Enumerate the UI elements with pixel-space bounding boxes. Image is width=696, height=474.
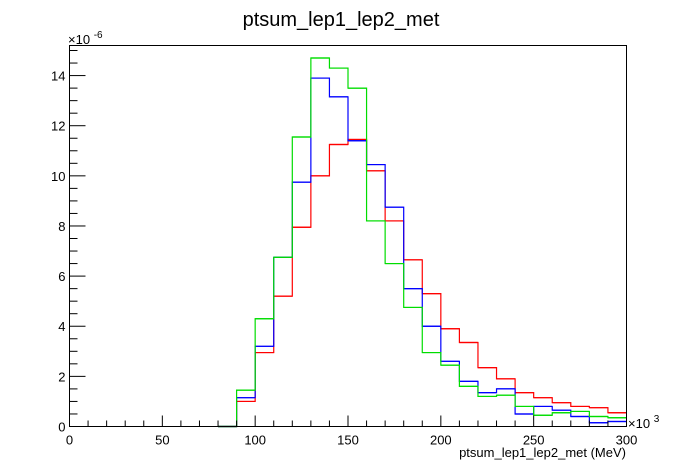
x-tick-label: 0 <box>66 433 73 448</box>
x-tick-label: 150 <box>337 433 359 448</box>
x-tick-label: 300 <box>616 433 638 448</box>
y-tick-label: 8 <box>58 219 65 234</box>
histogram-series-1 <box>218 138 627 428</box>
y-tick-label: 14 <box>51 69 65 84</box>
histogram-series-3 <box>218 57 627 428</box>
y-axis-multiplier: ×10 -6 <box>68 30 103 47</box>
x-axis-label: ptsum_lep1_lep2_met (MeV) <box>459 445 626 460</box>
x-multiplier-exponent: 3 <box>654 414 660 425</box>
x-tick-label: 200 <box>430 433 452 448</box>
y-tick-label: 0 <box>58 420 65 435</box>
histogram-line <box>218 77 627 428</box>
y-tick-label: 2 <box>58 369 65 384</box>
x-tick-label: 100 <box>244 433 266 448</box>
plot-frame <box>69 45 627 427</box>
y-tick-label: 12 <box>51 119 65 134</box>
y-tick-label: 6 <box>58 269 65 284</box>
svg-text:×10 -6: ×10 -6 <box>68 30 103 47</box>
y-tick-label: 10 <box>51 169 65 184</box>
y-tick-label: 4 <box>58 319 65 334</box>
histogram-line <box>218 57 627 428</box>
chart-title: ptsum_lep1_lep2_met <box>243 9 440 31</box>
y-multiplier-base: ×10 <box>68 32 90 47</box>
x-tick-label: 50 <box>155 433 169 448</box>
y-multiplier-exponent: -6 <box>94 30 103 41</box>
svg-text:×10 3: ×10 3 <box>628 414 660 431</box>
x-axis-multiplier: ×10 3 <box>628 414 660 431</box>
histogram-line <box>218 138 627 428</box>
x-multiplier-base: ×10 <box>628 416 650 431</box>
x-tick-label: 250 <box>523 433 545 448</box>
histogram-series-2 <box>218 77 627 428</box>
